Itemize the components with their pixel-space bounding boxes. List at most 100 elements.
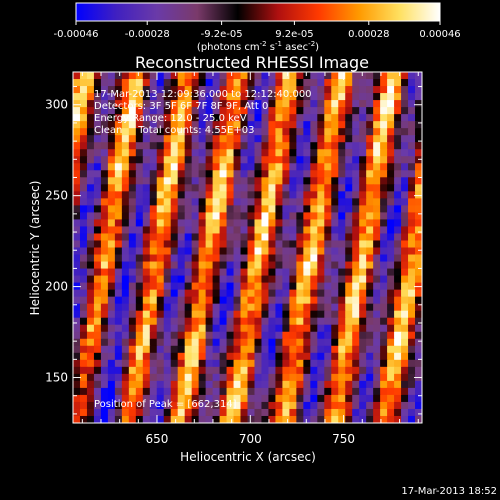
heatmap-cell [338,261,346,270]
heatmap-cell [289,324,297,333]
heatmap-cell [359,156,367,164]
heatmap-cell [156,135,165,143]
heatmap-cell [289,72,297,80]
heatmap-cell [275,303,283,312]
heatmap-cell [366,86,374,94]
heatmap-cell [275,100,283,108]
heatmap-cell [408,100,416,108]
colorbar-ticks: -0.00046 -0.00028 -9.2e-05 9.2e-05 0.00028 0.… [54,21,461,40]
heatmap-cell [310,352,318,361]
heatmap-cell [338,408,346,417]
heatmap-cell [373,296,381,305]
heatmap-cell [331,380,339,389]
heatmap-cell [296,401,304,410]
heatmap-cell [268,149,277,157]
heatmap-cell [107,156,116,164]
heatmap-cell [352,324,360,333]
heatmap-cell [303,261,311,270]
heatmap-cell [415,247,422,256]
heatmap-cell [247,107,256,115]
heatmap-cell [233,359,242,368]
heatmap-cell [170,303,179,312]
heatmap-cell [254,394,263,403]
heatmap-cell [359,394,367,403]
heatmap-cell [261,338,270,347]
heatmap-cell [380,387,388,396]
heatmap-cell [170,359,179,368]
heatmap-cell [324,156,332,164]
heatmap-cell [240,282,249,291]
heatmap-cell [93,415,102,423]
heatmap-cell [247,401,256,410]
heatmap-cell [338,387,346,396]
heatmap-cell [387,296,395,305]
heatmap-cell [114,268,123,277]
heatmap-cell [198,212,207,221]
heatmap-cell [401,233,409,242]
heatmap-cell [156,338,165,347]
heatmap-cell [394,219,402,228]
heatmap-cell [352,401,360,410]
heatmap-cell [226,198,235,206]
heatmap-cell [170,156,179,164]
heatmap-cell [289,296,297,305]
heatmap-cell [296,135,304,143]
heatmap-cell [212,345,221,354]
heatmap-cell [170,345,179,354]
heatmap-cell [121,205,130,213]
heatmap-cell [135,310,144,319]
heatmap-cell [79,93,88,101]
heatmap-cell [226,338,235,347]
heatmap-cell [205,219,214,228]
heatmap-cell [310,394,318,403]
heatmap-cell [205,373,214,382]
heatmap-cell [240,345,249,354]
heatmap-cell [338,184,346,192]
heatmap-cell [184,408,193,417]
heatmap-cell [289,261,297,270]
heatmap-cell [107,226,116,235]
heatmap-cell [205,289,214,298]
heatmap-cell [338,394,346,403]
heatmap-cell [212,415,221,423]
heatmap-cell [191,240,200,249]
heatmap-cell [296,275,304,284]
annotations: 17-Mar-2013 12:09:36.000 to 12:12:40.000… [94,89,312,410]
heatmap-cell [401,387,409,396]
heatmap-cell [212,128,221,136]
heatmap-cell [114,401,123,410]
heatmap-cell [366,373,374,382]
heatmap-cell [205,93,214,101]
heatmap-cell [366,345,374,354]
heatmap-cell [345,156,353,164]
heatmap-cell [114,359,123,368]
heatmap-cell [275,142,283,150]
heatmap-cell [93,345,102,354]
heatmap-cell [191,121,200,129]
heatmap-cell [303,345,311,354]
heatmap-cell [212,100,221,108]
heatmap-cell [128,317,137,326]
heatmap-cell [282,240,290,249]
annotation-detectors: Detectors: 3F 5F 6F 7F 8F 9F, Att 0 [94,101,268,112]
heatmap-cell [142,212,151,221]
heatmap-cell [247,415,256,423]
heatmap-cell [261,373,270,382]
heatmap-cell [254,177,263,185]
heatmap-cell [387,205,395,213]
heatmap-cell [268,289,277,298]
heatmap-cell [394,135,402,143]
heatmap-cell [170,184,179,192]
heatmap-cell [191,198,200,206]
heatmap-cell [100,86,109,94]
heatmap-cell [73,135,81,143]
heatmap-cell [219,212,228,221]
heatmap-cell [86,268,95,277]
heatmap-cell [289,156,297,164]
heatmap-cell [366,114,374,122]
heatmap-cell [156,247,165,256]
heatmap-cell [394,366,402,375]
heatmap-cell [135,268,144,277]
heatmap-cell [394,121,402,129]
heatmap-cell [212,142,221,150]
